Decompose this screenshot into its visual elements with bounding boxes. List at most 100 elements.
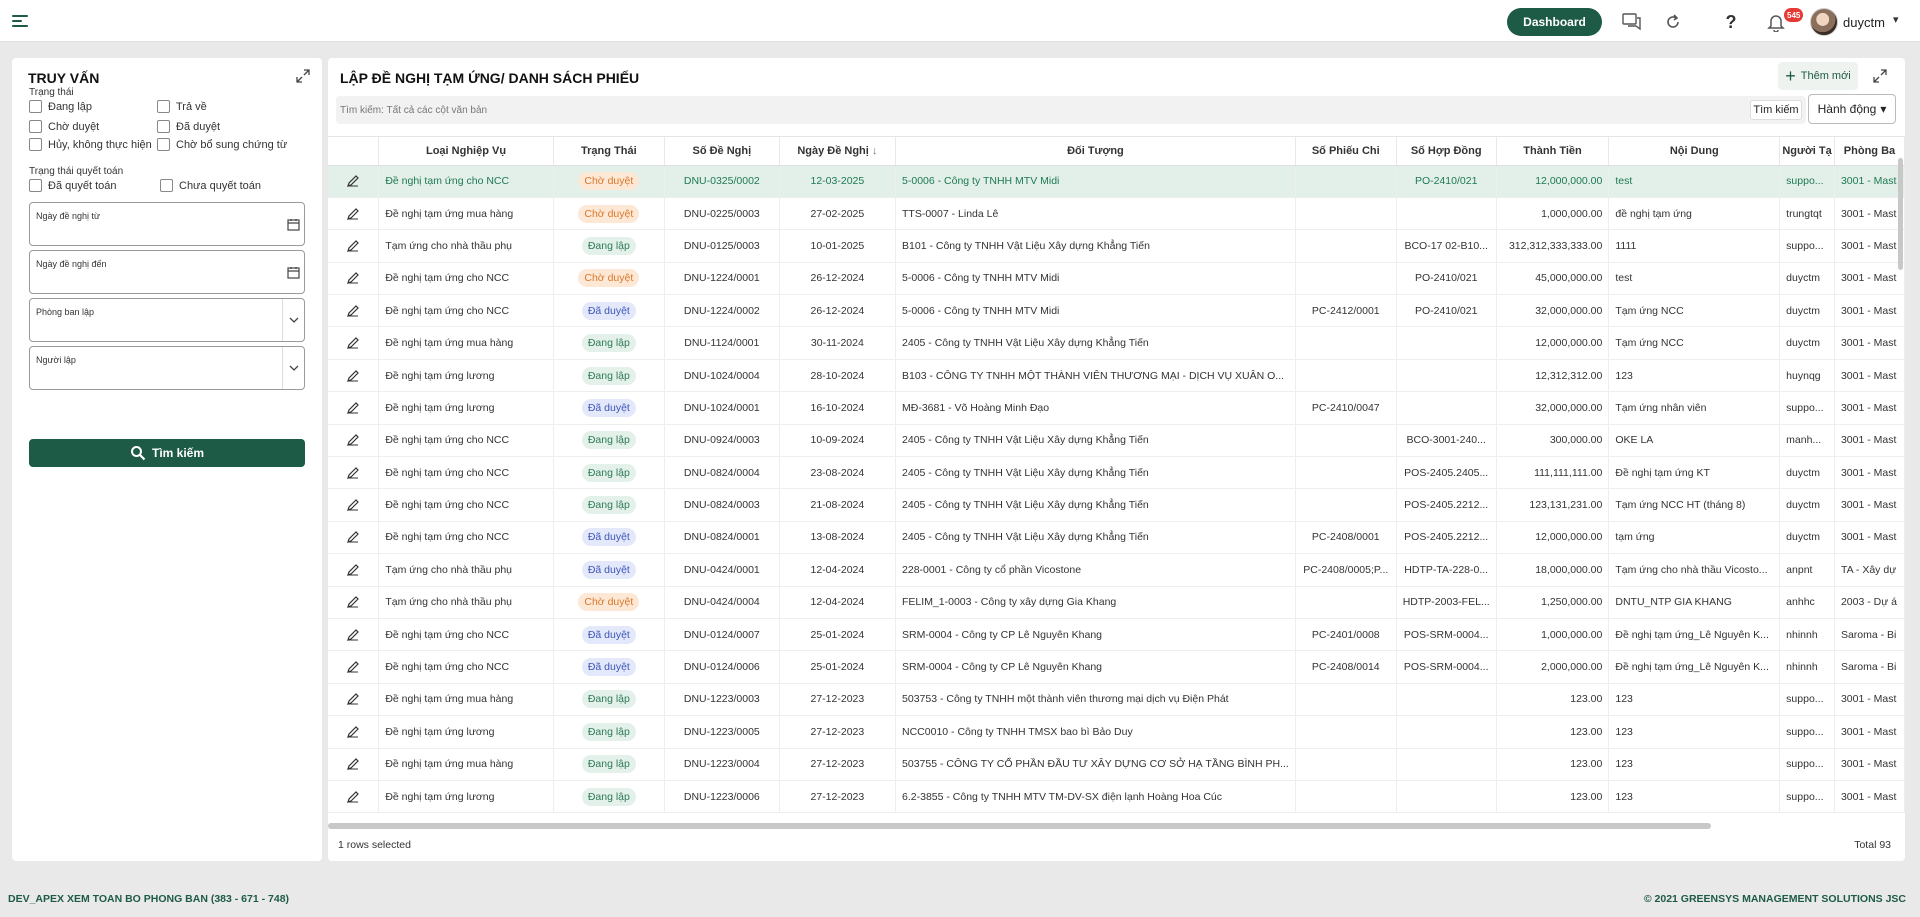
- filter-search-button[interactable]: Tìm kiếm: [29, 439, 305, 467]
- horizontal-scrollbar[interactable]: [328, 823, 1711, 829]
- edit-pencil-icon[interactable]: [334, 660, 372, 674]
- table-row[interactable]: Đề nghị tạm ứng mua hàng Đang lập DNU-1223…: [328, 683, 1905, 717]
- department-select[interactable]: Phòng ban lập: [29, 298, 305, 342]
- table-row[interactable]: Đề nghị tạm ứng cho NCC Chờ duyệt DNU-0325…: [328, 165, 1905, 198]
- table-row[interactable]: Tạm ứng cho nhà thầu phụ Đang lập DNU-0125…: [328, 229, 1905, 263]
- edit-cell[interactable]: [328, 748, 380, 781]
- edit-pencil-icon[interactable]: [334, 401, 372, 415]
- date-from-field[interactable]: Ngày đề nghị từ: [29, 202, 305, 246]
- edit-pencil-icon[interactable]: [334, 757, 372, 771]
- status-checkbox-cancelled[interactable]: Hủy, không thực hiện: [29, 138, 152, 151]
- edit-pencil-icon[interactable]: [334, 304, 372, 318]
- edit-pencil-icon[interactable]: [334, 530, 372, 544]
- edit-pencil-icon[interactable]: [334, 466, 372, 480]
- grid-search-input[interactable]: [340, 100, 1470, 120]
- vertical-scrollbar[interactable]: [1898, 158, 1903, 270]
- refresh-icon[interactable]: [1662, 11, 1684, 33]
- calendar-icon[interactable]: [282, 251, 304, 293]
- chat-icon[interactable]: [1621, 11, 1643, 33]
- col-header[interactable]: Thành Tiền: [1496, 137, 1610, 166]
- edit-cell[interactable]: [328, 456, 380, 490]
- edit-pencil-icon[interactable]: [334, 174, 372, 188]
- settlement-checkbox-unsettled[interactable]: Chưa quyết toán: [160, 179, 261, 192]
- col-header[interactable]: Ngày Đề Nghị ↓: [779, 137, 897, 166]
- edit-pencil-icon[interactable]: [334, 369, 372, 383]
- edit-pencil-icon[interactable]: [334, 563, 372, 577]
- edit-cell[interactable]: [328, 715, 380, 749]
- table-row[interactable]: Đề nghị tạm ứng cho NCC Đã duyệt DNU-1224/…: [328, 294, 1905, 328]
- avatar[interactable]: [1810, 8, 1838, 36]
- edit-pencil-icon[interactable]: [334, 790, 372, 804]
- table-row[interactable]: Đề nghị tạm ứng cho NCC Đang lập DNU-0824/…: [328, 456, 1905, 490]
- table-row[interactable]: Đề nghị tạm ứng cho NCC Đang lập DNU-0924/…: [328, 424, 1905, 458]
- col-header[interactable]: Phòng Ba: [1834, 137, 1905, 166]
- settlement-checkbox-settled[interactable]: Đã quyết toán: [29, 179, 117, 192]
- col-header[interactable]: Số Phiếu Chi: [1295, 137, 1397, 166]
- creator-select[interactable]: Người lập: [29, 346, 305, 390]
- col-header[interactable]: Nội Dung: [1608, 137, 1781, 166]
- edit-cell[interactable]: [328, 391, 380, 425]
- edit-pencil-icon[interactable]: [334, 725, 372, 739]
- edit-cell[interactable]: [328, 197, 380, 231]
- table-row[interactable]: Tạm ứng cho nhà thầu phụ Đã duyệt DNU-0424…: [328, 553, 1905, 587]
- edit-pencil-icon[interactable]: [334, 628, 372, 642]
- col-header[interactable]: Người Tạ: [1779, 137, 1835, 166]
- edit-cell[interactable]: [328, 294, 380, 328]
- bell-icon[interactable]: [1765, 11, 1787, 33]
- help-icon[interactable]: ?: [1725, 11, 1737, 32]
- edit-pencil-icon[interactable]: [334, 239, 372, 253]
- edit-cell[interactable]: [328, 262, 380, 296]
- col-header[interactable]: Số Đề Nghị: [664, 137, 780, 166]
- actions-button[interactable]: Hành động ▾: [1808, 94, 1896, 124]
- table-row[interactable]: Đề nghị tạm ứng cho NCC Đã duyệt DNU-0824/…: [328, 521, 1905, 555]
- chevron-down-icon[interactable]: [282, 299, 304, 341]
- add-new-button[interactable]: + Thêm mới: [1778, 62, 1858, 90]
- edit-cell[interactable]: [328, 618, 380, 652]
- calendar-icon[interactable]: [282, 203, 304, 245]
- edit-cell[interactable]: [328, 424, 380, 458]
- edit-cell[interactable]: [328, 229, 380, 263]
- table-row[interactable]: Đề nghị tạm ứng lương Đang lập DNU-1223/00…: [328, 715, 1905, 749]
- edit-cell[interactable]: [328, 165, 380, 198]
- col-header[interactable]: Loại Nghiệp Vụ: [378, 137, 554, 166]
- username[interactable]: duyctm: [1843, 15, 1885, 30]
- table-row[interactable]: Tạm ứng cho nhà thầu phụ Chờ duyệt DNU-042…: [328, 586, 1905, 619]
- date-to-field[interactable]: Ngày đề nghị đến: [29, 250, 305, 294]
- edit-cell[interactable]: [328, 488, 380, 522]
- expand-icon[interactable]: [1872, 68, 1890, 86]
- edit-pencil-icon[interactable]: [334, 336, 372, 350]
- dashboard-button[interactable]: Dashboard: [1507, 8, 1602, 36]
- col-header[interactable]: Số Hợp Đồng: [1396, 137, 1497, 166]
- chevron-down-icon[interactable]: [282, 347, 304, 389]
- table-row[interactable]: Đề nghị tạm ứng cho NCC Đang lập DNU-0824/…: [328, 488, 1905, 522]
- col-header[interactable]: Trạng Thái: [553, 137, 665, 166]
- edit-pencil-icon[interactable]: [334, 595, 372, 609]
- grid-search-button[interactable]: Tìm kiếm: [1750, 100, 1802, 120]
- chevron-down-icon[interactable]: ▾: [1893, 14, 1899, 26]
- table-row[interactable]: Đề nghị tạm ứng mua hàng Đang lập DNU-1223…: [328, 748, 1905, 781]
- edit-cell[interactable]: [328, 359, 380, 393]
- edit-pencil-icon[interactable]: [334, 498, 372, 512]
- edit-cell[interactable]: [328, 683, 380, 717]
- table-row[interactable]: Đề nghị tạm ứng mua hàng Đang lập DNU-1124…: [328, 326, 1905, 360]
- status-checkbox-returned[interactable]: Trả về: [157, 100, 207, 113]
- edit-cell[interactable]: [328, 553, 380, 587]
- table-row[interactable]: Đề nghị tạm ứng mua hàng Chờ duyệt DNU-022…: [328, 197, 1905, 231]
- status-checkbox-draft[interactable]: Đang lập: [29, 100, 92, 113]
- status-checkbox-waiting[interactable]: Chờ duyệt: [29, 120, 99, 133]
- table-row[interactable]: Đề nghị tạm ứng cho NCC Chờ duyệt DNU-1224…: [328, 262, 1905, 296]
- edit-cell[interactable]: [328, 780, 380, 814]
- table-row[interactable]: Đề nghị tạm ứng cho NCC Đã duyệt DNU-0124/…: [328, 618, 1905, 652]
- status-checkbox-pending-docs[interactable]: Chờ bổ sung chứng từ: [157, 138, 287, 151]
- table-row[interactable]: Đề nghị tạm ứng lương Đang lập DNU-1223/00…: [328, 780, 1905, 814]
- edit-pencil-icon[interactable]: [334, 207, 372, 221]
- table-row[interactable]: Đề nghị tạm ứng lương Đang lập DNU-1024/00…: [328, 359, 1905, 393]
- edit-cell[interactable]: [328, 586, 380, 619]
- edit-pencil-icon[interactable]: [334, 692, 372, 706]
- edit-cell[interactable]: [328, 521, 380, 555]
- edit-cell[interactable]: [328, 326, 380, 360]
- table-row[interactable]: Đề nghị tạm ứng cho NCC Đã duyệt DNU-0124/…: [328, 650, 1905, 684]
- edit-cell[interactable]: [328, 650, 380, 684]
- status-checkbox-approved[interactable]: Đã duyệt: [157, 120, 220, 133]
- col-header[interactable]: Đối Tượng: [895, 137, 1296, 166]
